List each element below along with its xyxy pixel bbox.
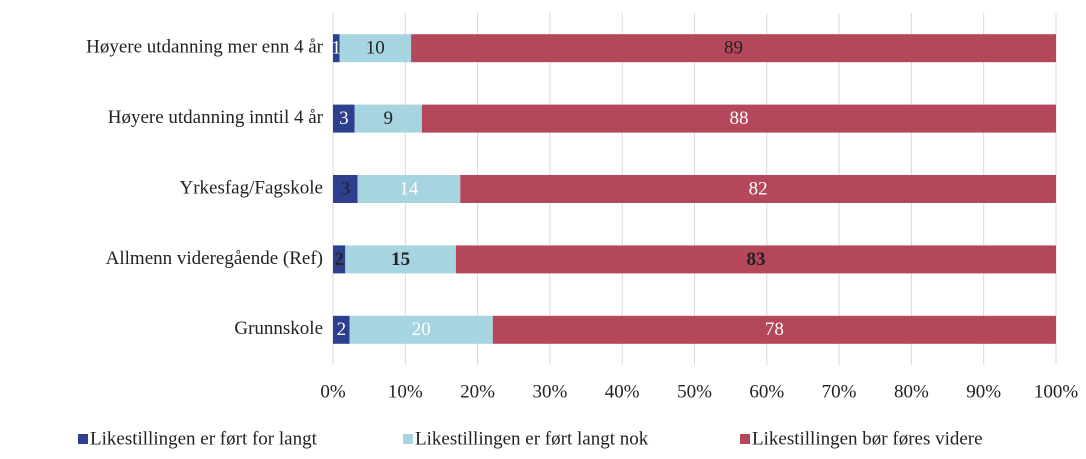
y-tick-label: Yrkesfag/Fagskole xyxy=(179,177,323,198)
x-tick-label: 20% xyxy=(460,381,495,402)
data-label: 2 xyxy=(334,249,344,270)
x-tick-label: 10% xyxy=(388,381,423,402)
y-tick-label: Grunnskole xyxy=(234,318,323,339)
legend-label: Likestillingen er ført for langt xyxy=(90,428,318,449)
bar-segment xyxy=(345,245,456,274)
legend-swatch xyxy=(403,434,413,444)
bar-segment xyxy=(333,104,355,133)
data-label: 88 xyxy=(729,108,748,129)
y-tick-label: Høyere utdanning mer enn 4 år xyxy=(86,37,324,58)
x-tick-label: 40% xyxy=(605,381,640,402)
bar-segment xyxy=(333,245,346,274)
data-label: 9 xyxy=(384,108,394,129)
bar-segment xyxy=(411,34,1057,63)
bar-segment xyxy=(492,315,1057,344)
data-label: 3 xyxy=(341,178,351,199)
legend-label: Likestillingen er ført langt nok xyxy=(415,428,649,449)
x-tick-label: 90% xyxy=(966,381,1001,402)
x-tick-label: 50% xyxy=(677,381,712,402)
x-tick-label: 60% xyxy=(749,381,784,402)
data-label: 89 xyxy=(724,38,743,59)
x-tick-label: 100% xyxy=(1034,381,1079,402)
data-label: 10 xyxy=(366,38,385,59)
data-label: 3 xyxy=(339,108,349,129)
data-label: 14 xyxy=(399,178,419,199)
data-label: 78 xyxy=(765,319,784,340)
legend-label: Likestillingen bør føres videre xyxy=(752,428,983,449)
data-label: 82 xyxy=(749,178,768,199)
legend-swatch xyxy=(740,434,750,444)
y-tick-label: Allmenn videregående (Ref) xyxy=(106,248,323,269)
bar-segment xyxy=(421,104,1057,133)
x-tick-label: 30% xyxy=(532,381,567,402)
data-label: 2 xyxy=(337,319,347,340)
data-label: 20 xyxy=(412,319,431,340)
bar-segment xyxy=(333,315,350,344)
bar-segment xyxy=(354,104,422,133)
data-label: 15 xyxy=(391,249,410,270)
y-tick-label: Høyere utdanning inntil 4 år xyxy=(108,107,324,128)
legend-swatch xyxy=(78,434,88,444)
x-tick-label: 70% xyxy=(822,381,857,402)
bar-segment xyxy=(357,175,461,203)
bar-segment xyxy=(333,34,340,63)
x-tick-label: 0% xyxy=(320,381,346,402)
x-tick-label: 80% xyxy=(894,381,929,402)
bar-segment xyxy=(333,175,358,203)
data-label: 83 xyxy=(746,249,765,270)
bar-segment xyxy=(339,34,412,63)
bar-segment xyxy=(460,175,1056,203)
bar-segment xyxy=(455,245,1056,274)
bar-segment xyxy=(349,315,493,344)
data-label: 1 xyxy=(332,38,342,59)
